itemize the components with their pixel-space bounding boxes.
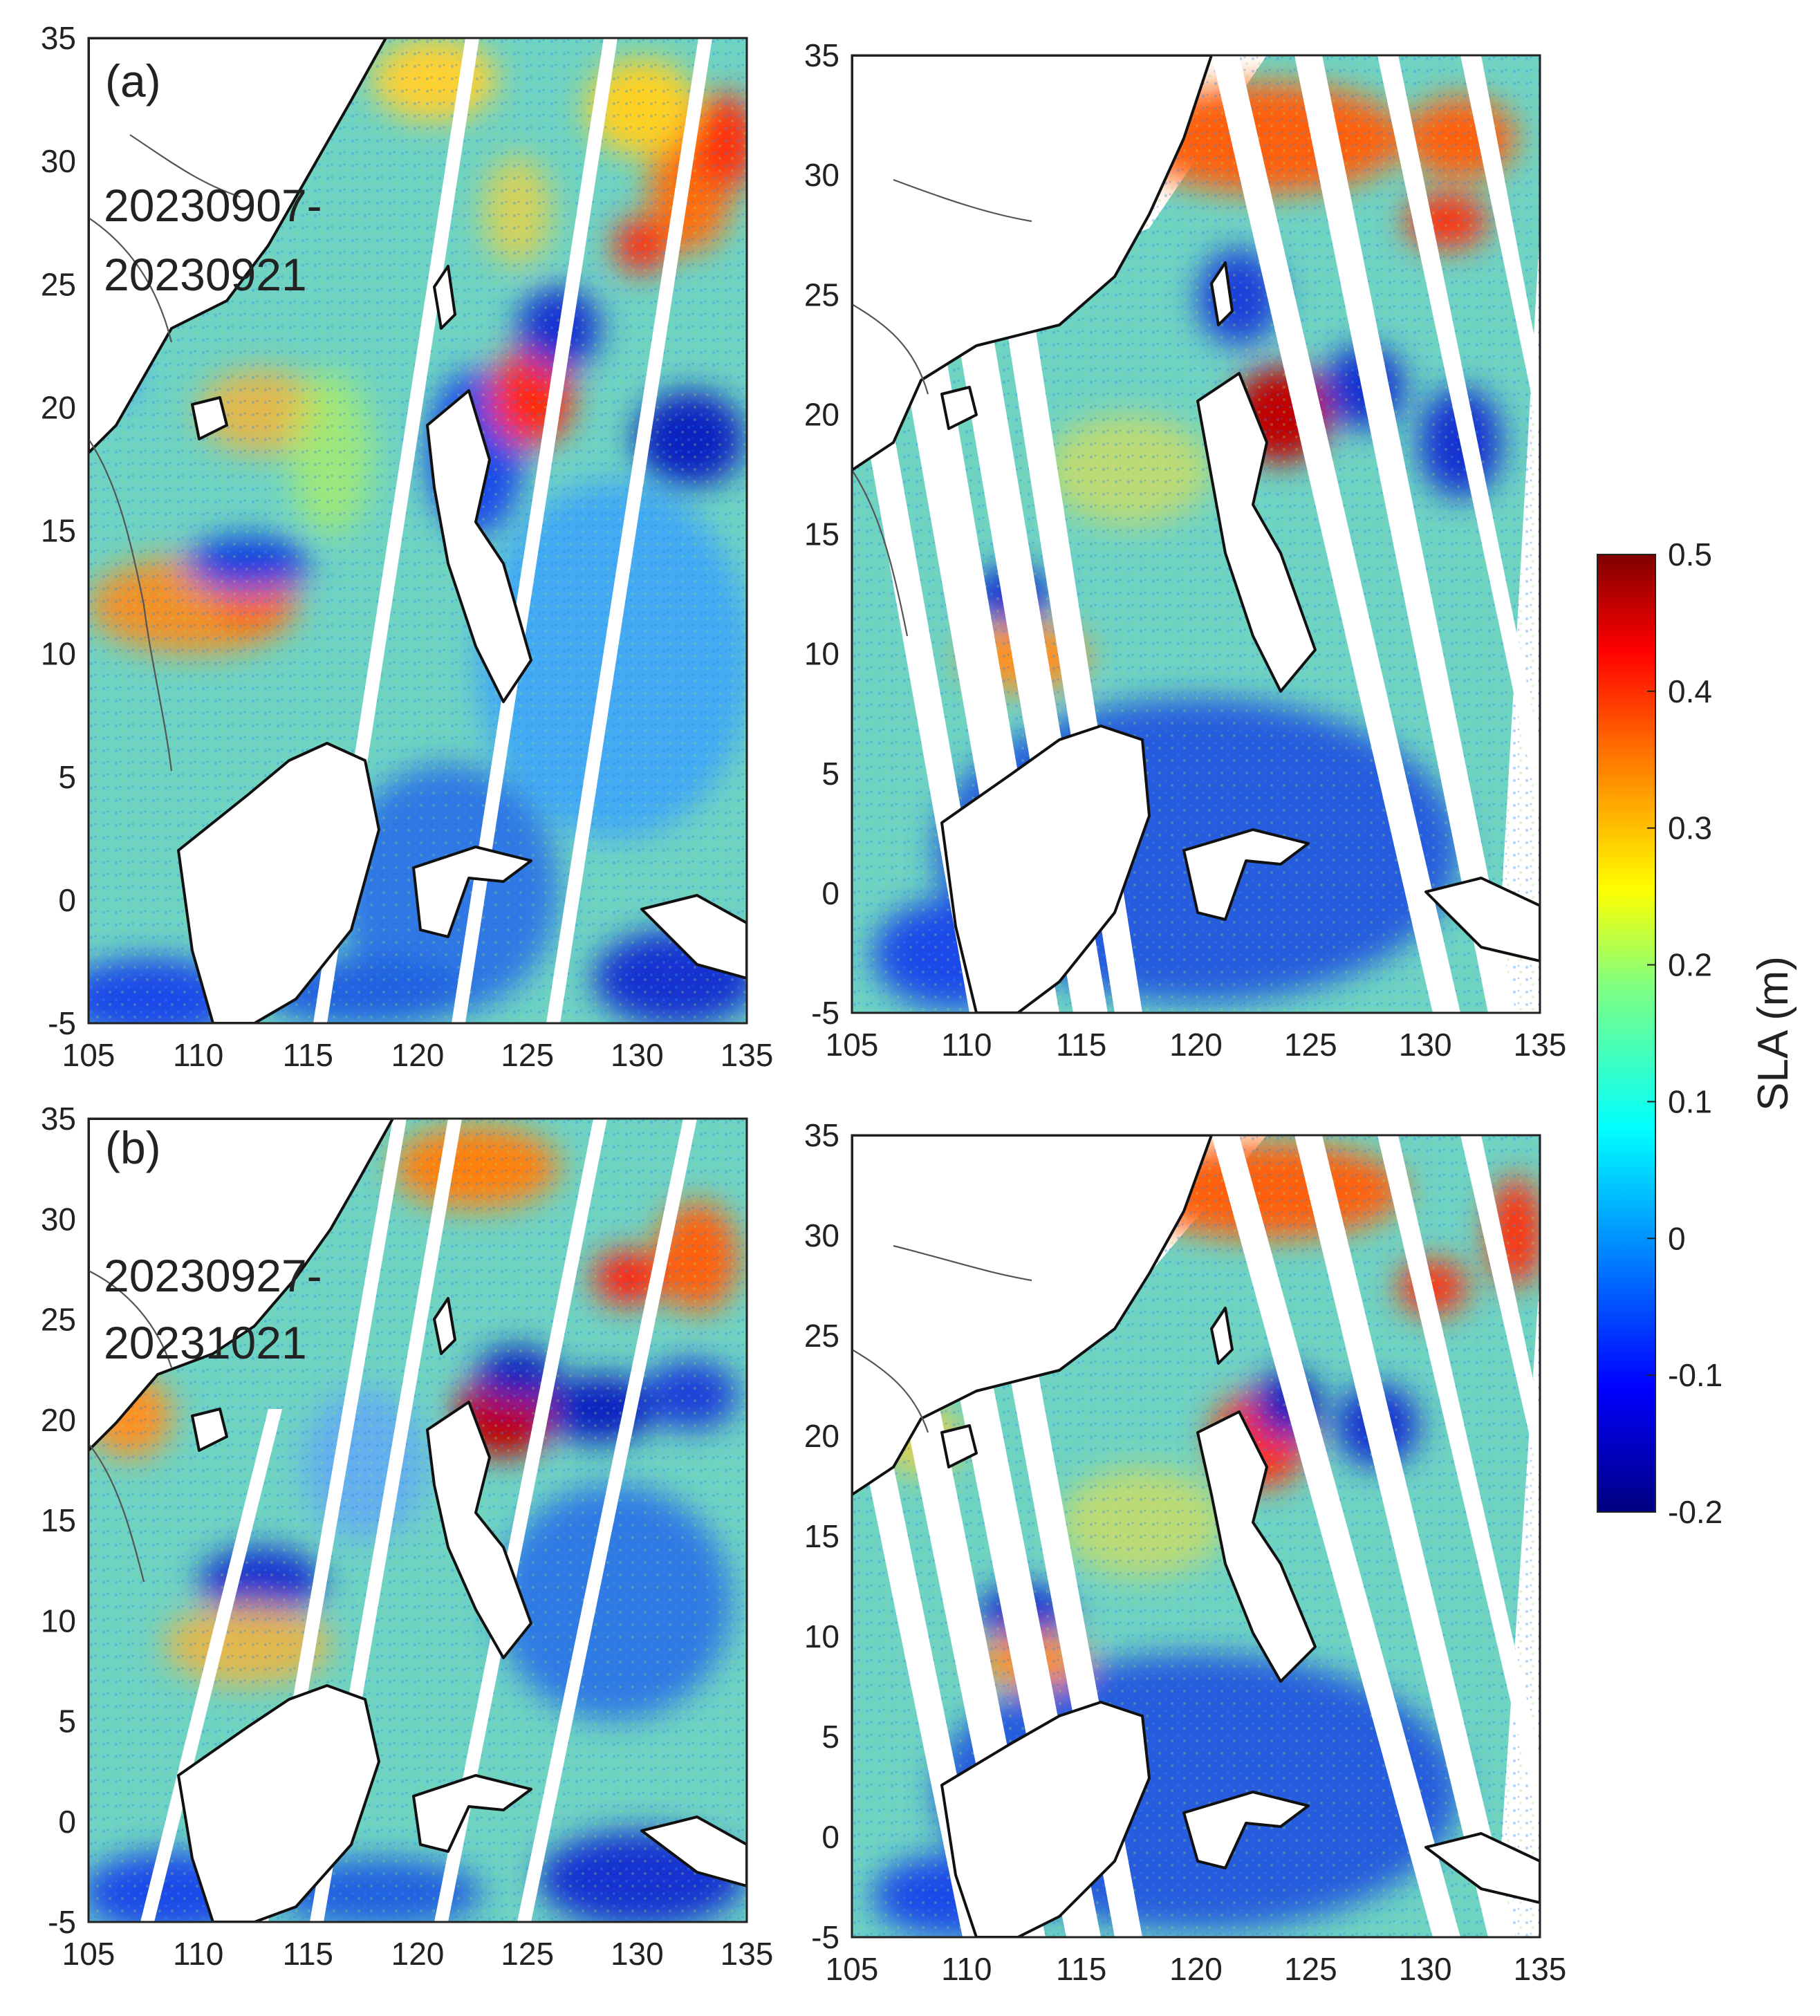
lat-tick-label: 10: [804, 636, 839, 672]
lon-tick-label: 130: [1399, 1951, 1452, 1987]
lat-tick-label: 25: [41, 1302, 76, 1338]
lon-tick-label: 120: [391, 1037, 445, 1073]
panel-label-b: (b): [105, 1122, 161, 1173]
lon-tick-label: 110: [173, 1936, 223, 1972]
lat-tick-label: 5: [821, 1719, 839, 1755]
date-label-b-end: 20231021: [104, 1317, 307, 1368]
lat-tick-label: 0: [821, 1819, 839, 1855]
panel-b-right: [851, 1134, 1541, 1939]
lon-tick-label: 135: [721, 1936, 774, 1972]
colorbar-tick-label: -0.1: [1668, 1357, 1723, 1393]
colorbar-tick-label: 0: [1668, 1220, 1686, 1256]
lat-tick-label: 30: [804, 157, 839, 193]
lat-tick-label: 25: [804, 1318, 839, 1354]
lon-tick-label: 105: [62, 1037, 115, 1073]
date-label-a-end: 20230921: [104, 249, 307, 300]
lat-tick-label: 10: [41, 636, 76, 672]
lon-tick-label: 105: [62, 1936, 115, 1972]
lon-tick-label: 135: [721, 1037, 774, 1073]
lon-tick-label: 125: [1284, 1027, 1337, 1063]
colorbar-title: SLA (m): [1749, 956, 1797, 1111]
lat-tick-label: 30: [41, 143, 76, 179]
lon-tick-label: 115: [283, 1037, 333, 1073]
lat-tick-label: 20: [41, 389, 76, 425]
lat-tick-label: 15: [41, 513, 76, 549]
lon-tick-label: 130: [611, 1936, 664, 1972]
lon-tick-label: 105: [826, 1027, 879, 1063]
lon-tick-label: 135: [1514, 1951, 1567, 1987]
axis-ticks: 105 110 115 120 125 130 13535302520151050-5105…: [41, 20, 1567, 1987]
lon-tick-label: 130: [611, 1037, 664, 1073]
lat-tick-label: 35: [41, 1101, 76, 1137]
lat-tick-label: -5: [48, 1005, 76, 1041]
lat-tick-label: -5: [48, 1904, 76, 1940]
lat-tick-label: 15: [41, 1502, 76, 1538]
lat-tick-label: 5: [821, 756, 839, 792]
lon-tick-label: 115: [1056, 1027, 1106, 1063]
lat-tick-label: 0: [821, 875, 839, 911]
lat-tick-label: 0: [58, 882, 76, 918]
lon-tick-label: 120: [1169, 1027, 1223, 1063]
lat-tick-label: 5: [58, 759, 76, 795]
lon-tick-label: 125: [501, 1936, 554, 1972]
lat-tick-label: 30: [804, 1217, 839, 1253]
lon-tick-label: 135: [1514, 1027, 1567, 1063]
lat-tick-label: 5: [58, 1704, 76, 1739]
panel-labels: (a) 20230907- 20230921 (b) 20230927- 202…: [104, 55, 322, 1368]
panel-a-right: [851, 54, 1541, 1014]
colorbar-tick-label: 0.2: [1668, 947, 1712, 983]
lat-tick-label: 15: [804, 516, 839, 552]
lon-tick-label: 110: [173, 1037, 223, 1073]
lon-tick-label: 120: [391, 1936, 445, 1972]
lat-tick-label: 10: [41, 1603, 76, 1639]
lon-tick-label: 110: [941, 1027, 992, 1063]
lat-tick-label: 20: [41, 1402, 76, 1438]
colorbar-tick-label: 0.4: [1668, 673, 1712, 709]
panel-label-a: (a): [105, 55, 161, 106]
lat-tick-label: 25: [804, 277, 839, 312]
lon-tick-label: 115: [1056, 1951, 1106, 1987]
colorbar-ticks: 0.5 0.4 0.3 0.2 0.1 0 -0.1 -0.2: [1647, 536, 1723, 1530]
date-label-a-start: 20230907-: [104, 180, 322, 231]
date-label-b-start: 20230927-: [104, 1250, 322, 1301]
lon-tick-label: 125: [1284, 1951, 1337, 1987]
lat-tick-label: -5: [811, 1919, 839, 1955]
panel-b-left: [87, 1117, 748, 1923]
lat-tick-label: 25: [41, 266, 76, 302]
lat-tick-label: 35: [804, 1117, 839, 1153]
lon-tick-label: 125: [501, 1037, 554, 1073]
lat-tick-label: 20: [804, 1418, 839, 1454]
lon-tick-label: 105: [826, 1951, 879, 1987]
lat-tick-label: 0: [58, 1804, 76, 1840]
lon-tick-label: 130: [1399, 1027, 1452, 1063]
colorbar: 0.5 0.4 0.3 0.2 0.1 0 -0.1 -0.2 SLA (m): [1597, 536, 1797, 1530]
lat-tick-label: 35: [41, 20, 76, 56]
lon-tick-label: 110: [941, 1951, 992, 1987]
lat-tick-label: 30: [41, 1201, 76, 1237]
panel-a-left: [87, 37, 748, 1025]
lat-tick-label: 35: [804, 37, 839, 73]
lon-tick-label: 120: [1169, 1951, 1223, 1987]
lon-tick-label: 115: [283, 1936, 333, 1972]
lat-tick-label: 10: [804, 1618, 839, 1654]
colorbar-tick-label: 0.5: [1668, 536, 1712, 572]
colorbar-tick-label: 0.1: [1668, 1083, 1712, 1119]
lat-tick-label: 20: [804, 396, 839, 432]
colorbar-tick-label: -0.2: [1668, 1494, 1723, 1530]
colorbar-tick-label: 0.3: [1668, 810, 1712, 846]
lat-tick-label: -5: [811, 995, 839, 1031]
lat-tick-label: 15: [804, 1518, 839, 1554]
colorbar-gradient: [1597, 554, 1656, 1513]
